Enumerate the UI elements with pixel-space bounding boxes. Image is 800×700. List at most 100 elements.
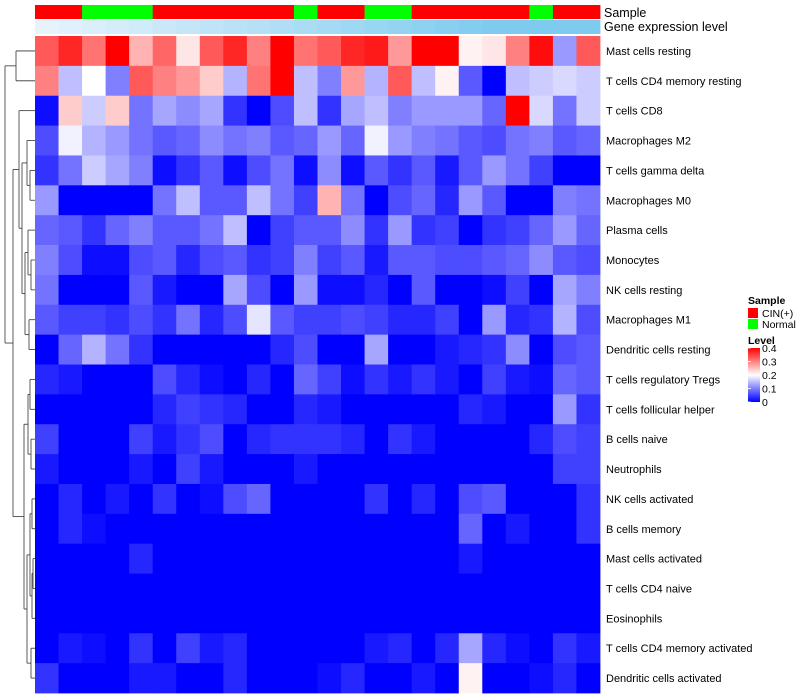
heatmap-cell	[270, 483, 295, 515]
heatmap-cell	[223, 65, 248, 97]
heatmap-cell	[317, 95, 342, 126]
heatmap-cell	[35, 364, 59, 395]
annotation-label-gene-expression: Gene expression level	[604, 20, 728, 34]
heatmap-cell	[176, 245, 201, 276]
heatmap-cell	[552, 155, 577, 186]
heatmap-cell	[458, 543, 483, 574]
heatmap-cell	[152, 334, 177, 365]
heatmap-cell	[82, 334, 107, 365]
heatmap-cell	[364, 215, 389, 246]
heatmap-cell	[364, 36, 389, 67]
heatmap-cell	[82, 65, 107, 97]
gene-expression-annotation-cell	[105, 20, 130, 34]
heatmap-cell	[552, 424, 577, 455]
heatmap-cell	[129, 603, 154, 634]
heatmap-cell	[246, 274, 271, 306]
heatmap-cell	[576, 36, 601, 67]
heatmap-cell	[129, 95, 154, 126]
heatmap-cell	[293, 185, 318, 216]
heatmap-cell	[105, 155, 130, 186]
row-label: T cells CD4 naive	[606, 583, 692, 595]
heatmap-cell	[411, 633, 436, 664]
heatmap-cell	[152, 424, 177, 455]
heatmap-cell	[129, 334, 154, 365]
heatmap-cell	[58, 65, 83, 97]
heatmap-cell	[246, 603, 271, 634]
heatmap-cell	[576, 95, 601, 126]
heatmap-cell	[199, 454, 224, 485]
heatmap-cell	[246, 304, 271, 336]
heatmap-cell	[105, 633, 130, 664]
heatmap-cell	[317, 125, 342, 156]
legend-label-cin: CIN(+)	[762, 308, 793, 320]
heatmap-cell	[529, 95, 554, 126]
heatmap-cell	[364, 633, 389, 664]
heatmap-cell	[388, 573, 413, 604]
heatmap-cell	[505, 245, 530, 276]
heatmap-cell	[458, 573, 483, 604]
heatmap-cell	[388, 65, 413, 97]
heatmap-cell	[223, 394, 248, 425]
heatmap-cell	[505, 424, 530, 455]
heatmap-cell	[82, 603, 107, 634]
heatmap-cell	[505, 95, 530, 126]
heatmap-cell	[293, 65, 318, 97]
heatmap-cell	[223, 603, 248, 634]
heatmap-cell	[246, 633, 271, 664]
heatmap-cell	[576, 394, 601, 425]
gene-expression-annotation-cell	[341, 20, 365, 34]
sample-annotation-cell	[129, 5, 154, 19]
heatmap-cell	[576, 65, 601, 97]
heatmap-cell	[105, 274, 130, 306]
annotation-label-sample: Sample	[604, 6, 646, 20]
heatmap-cell	[482, 155, 507, 186]
heatmap-cell	[482, 304, 507, 336]
heatmap-cell	[58, 364, 83, 395]
row-label: T cells gamma delta	[606, 165, 705, 177]
heatmap-cell	[388, 215, 413, 246]
heatmap-cell	[58, 274, 83, 306]
heatmap-cell	[317, 185, 342, 216]
heatmap-cell	[411, 215, 436, 246]
heatmap-cell	[129, 513, 154, 545]
legend-tick-label: 0	[762, 397, 768, 409]
heatmap-cell	[576, 304, 601, 336]
heatmap-cell	[364, 663, 389, 694]
heatmap-cell	[435, 513, 460, 545]
heatmap-cell	[246, 65, 271, 97]
heatmap-cell	[435, 424, 460, 455]
heatmap-cell	[270, 543, 295, 574]
heatmap-cell	[341, 65, 365, 97]
heatmap-cell	[552, 334, 577, 365]
gene-expression-annotation-cell	[411, 20, 436, 34]
heatmap-cell	[176, 543, 201, 574]
heatmap-cell	[152, 633, 177, 664]
heatmap-cell	[293, 95, 318, 126]
heatmap-cell	[458, 65, 483, 97]
legend-swatch-normal	[748, 319, 758, 329]
heatmap-cell	[529, 245, 554, 276]
heatmap-cell	[105, 364, 130, 395]
heatmap-cell	[317, 633, 342, 664]
gene-expression-annotation-cell	[529, 20, 554, 34]
heatmap-cell	[223, 633, 248, 664]
sample-annotation-cell	[317, 5, 342, 19]
heatmap-cell	[82, 543, 107, 574]
heatmap-cell	[270, 513, 295, 545]
heatmap-cell	[176, 633, 201, 664]
heatmap-cell	[482, 245, 507, 276]
legend-label-normal: Normal	[762, 319, 796, 331]
heatmap-cell	[552, 603, 577, 634]
heatmap-cell	[223, 364, 248, 395]
heatmap-cell	[246, 543, 271, 574]
heatmap-cell	[341, 454, 365, 485]
heatmap-cell	[505, 483, 530, 515]
heatmap-cell	[364, 65, 389, 97]
heatmap-cell	[341, 95, 365, 126]
sample-annotation-cell	[364, 5, 389, 19]
heatmap-cell	[552, 245, 577, 276]
heatmap-cell	[388, 543, 413, 574]
heatmap-cell	[388, 364, 413, 395]
row-label: Eosinophils	[606, 613, 663, 625]
heatmap-cell	[35, 424, 59, 455]
